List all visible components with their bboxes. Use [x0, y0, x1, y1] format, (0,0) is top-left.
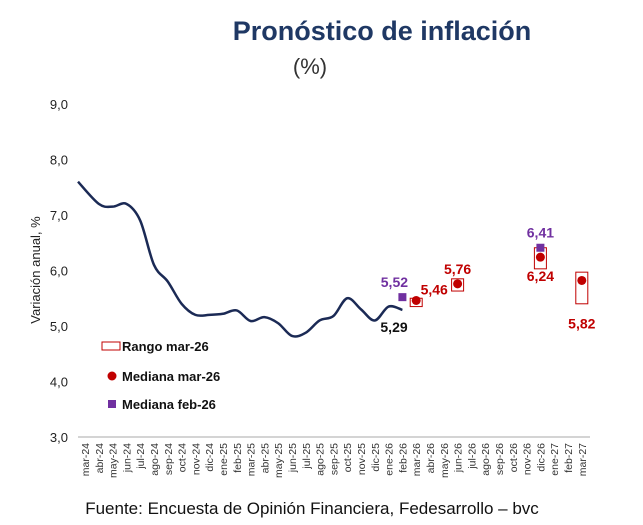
x-tick-label: nov-25 — [356, 443, 368, 475]
x-tick-label: may-24 — [108, 443, 120, 478]
y-tick-label: 9,0 — [50, 97, 68, 112]
legend-range-label: Rango mar-26 — [122, 339, 209, 354]
y-tick-label: 3,0 — [50, 430, 68, 445]
x-tick-label: mar-26 — [411, 443, 423, 476]
x-tick-label: sep-24 — [163, 443, 175, 475]
observed-inflation-line — [77, 180, 403, 338]
x-tick-label: abr-24 — [94, 443, 106, 474]
x-tick-label: sep-26 — [494, 443, 506, 475]
median-mar26-label: 5,76 — [444, 261, 471, 277]
x-tick-label: ago-24 — [149, 443, 161, 476]
y-tick-label: 5,0 — [50, 319, 68, 334]
median-mar26-point — [411, 295, 421, 305]
y-tick-label: 7,0 — [50, 208, 68, 223]
x-tick-label: jul-24 — [135, 443, 147, 470]
x-tick-label: sep-25 — [328, 443, 340, 475]
x-tick-label: dic-24 — [204, 443, 216, 472]
x-tick-label: oct-24 — [177, 443, 189, 472]
median-mar26-label: 5,82 — [568, 315, 595, 331]
x-tick-label: jul-25 — [301, 443, 313, 470]
source-note: Fuente: Encuesta de Opinión Financiera, … — [85, 499, 539, 518]
x-tick-label: oct-26 — [508, 443, 520, 472]
x-tick-label: abr-25 — [259, 443, 271, 474]
y-tick-label: 6,0 — [50, 264, 68, 279]
median-feb26-label: 5,52 — [381, 274, 408, 290]
x-tick-label: jun-24 — [121, 443, 133, 473]
x-tick-label: feb-25 — [232, 443, 244, 473]
legend-median-feb-swatch — [108, 400, 116, 408]
x-tick-label: dic-25 — [370, 443, 382, 472]
chart-subtitle: (%) — [293, 54, 327, 79]
x-tick-label: mar-24 — [80, 443, 92, 476]
median-feb26-point — [398, 293, 407, 302]
x-tick-label: abr-26 — [425, 443, 437, 474]
x-tick-label: mar-25 — [246, 443, 258, 476]
legend-median-mar-label: Mediana mar-26 — [122, 369, 220, 384]
x-tick-label: feb-26 — [397, 443, 409, 473]
x-tick-label: jun-26 — [453, 443, 465, 473]
x-tick-label: jun-25 — [287, 443, 299, 473]
x-tick-label: may-25 — [273, 443, 285, 478]
median-mar26-label: 5,46 — [421, 281, 448, 297]
x-tick-label: ene-27 — [549, 443, 561, 476]
median-mar26-point — [453, 279, 463, 289]
chart-title: Pronóstico de inflación — [233, 16, 532, 46]
x-tick-label: ene-25 — [218, 443, 230, 476]
x-tick-label: feb-27 — [563, 443, 575, 473]
median-mar26-point — [577, 275, 587, 285]
y-tick-label: 4,0 — [50, 375, 68, 390]
x-tick-label: ago-25 — [315, 443, 327, 476]
x-tick-label: may-26 — [439, 443, 451, 478]
range-box — [451, 278, 465, 292]
median-feb26-point — [536, 243, 545, 252]
x-tick-label: nov-24 — [190, 443, 202, 475]
legend-range-swatch — [101, 341, 121, 351]
x-tick-label: ago-26 — [480, 443, 492, 476]
range-box — [575, 271, 589, 305]
y-axis-label: Variación anual, % — [28, 216, 43, 324]
y-tick-label: 8,0 — [50, 153, 68, 168]
median-mar26-label: 6,24 — [527, 268, 554, 284]
observed-last-label: 5,29 — [380, 319, 407, 335]
median-feb26-label: 6,41 — [527, 225, 554, 241]
legend-median-feb-label: Mediana feb-26 — [122, 397, 216, 412]
x-tick-label: jul-26 — [466, 443, 478, 470]
x-tick-label: mar-27 — [577, 443, 589, 476]
median-mar26-point — [535, 252, 545, 262]
legend-median-mar-swatch — [107, 371, 117, 381]
x-tick-label: oct-25 — [342, 443, 354, 472]
x-tick-label: nov-26 — [522, 443, 534, 475]
x-tick-label: dic-26 — [535, 443, 547, 472]
x-tick-label: ene-26 — [384, 443, 396, 476]
legend: Rango mar-26 Mediana mar-26 Mediana feb-… — [101, 339, 220, 412]
